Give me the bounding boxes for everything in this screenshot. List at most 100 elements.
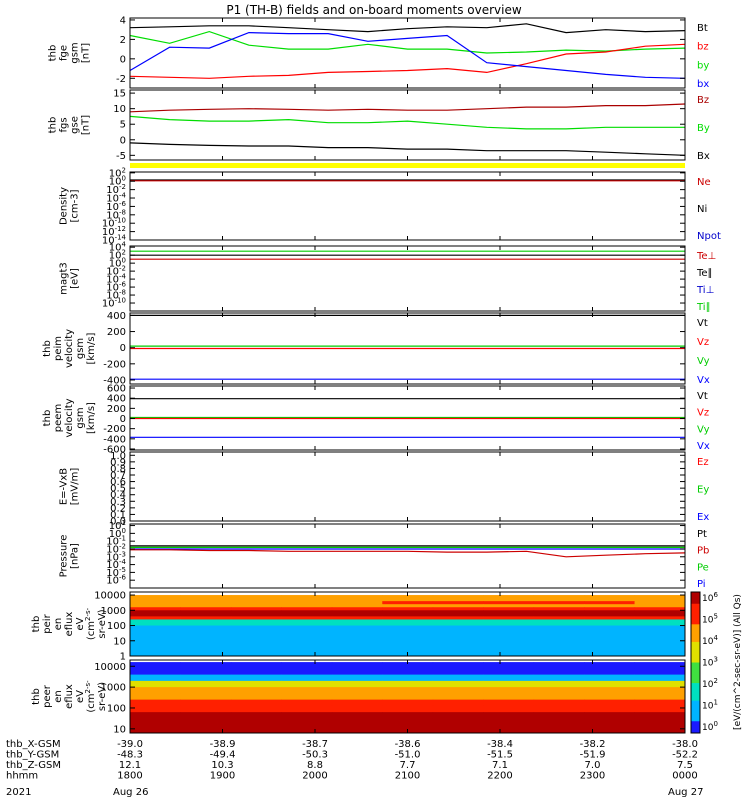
y-axis-label: [cm-3] xyxy=(70,189,81,222)
spectrogram-colorbar: [eV/(cm^2-sec-sr-eV)] (All Qs) 106 105 104… xyxy=(690,591,743,734)
y-tick-label: -600 xyxy=(103,444,126,455)
y-axis-label: (cm2-s- xyxy=(84,607,97,640)
heatmap-cell xyxy=(432,699,484,707)
y-tick-label: 10-1 xyxy=(106,535,126,548)
series-bx xyxy=(129,31,686,79)
heatmap-cell xyxy=(230,699,282,707)
heatmap-cell xyxy=(533,610,585,614)
legend-entry: Vt xyxy=(697,318,708,329)
colorbar-swatch xyxy=(691,615,700,619)
heatmap-cell xyxy=(382,604,434,608)
heatmap-cell xyxy=(230,668,282,676)
heatmap-cell xyxy=(180,613,232,617)
panel-0: 4 2 0 -2 thb fge gsm [nT] Bt bz by bx xyxy=(48,15,710,90)
ephemeris-value: 8.8 xyxy=(307,760,323,771)
legend-entry: Te⊥ xyxy=(696,251,716,262)
heatmap-cell xyxy=(483,693,535,701)
y-axis-label: en xyxy=(53,618,64,631)
y-tick-label: 0.5 xyxy=(110,484,126,495)
heatmap-cell xyxy=(533,687,585,694)
colorbar-tick-label: 104 xyxy=(702,634,718,647)
heatmap-cell xyxy=(130,693,181,701)
heatmap-cell xyxy=(180,668,232,676)
legend-entry: Pe xyxy=(697,562,709,573)
ephemeris-row-label: thb_Z-GSM xyxy=(6,760,61,771)
y-tick-label: 101 xyxy=(109,519,126,532)
heatmap-cell xyxy=(483,622,535,627)
heatmap-cell xyxy=(331,616,383,620)
heatmap-cell xyxy=(281,604,333,608)
panel-4: 400 200 0 -200 -400 thb peim velocity gsm [km/s] V… xyxy=(42,311,710,387)
heatmap-cell xyxy=(180,674,232,682)
heatmap-cell xyxy=(281,619,333,623)
colorbar-swatch xyxy=(691,703,700,708)
y-tick-label: 0 xyxy=(120,135,126,146)
heatmap-cell xyxy=(230,687,282,694)
ephemeris-value: -49.4 xyxy=(210,750,236,761)
heatmap-cell xyxy=(382,625,434,657)
heatmap-cell xyxy=(230,730,282,734)
y-tick-label: -400 xyxy=(103,375,126,386)
y-tick-label: 10-6 xyxy=(106,574,126,587)
y-tick-label: 0.7 xyxy=(110,471,126,482)
heatmap-cell xyxy=(130,718,181,726)
heatmap-cell xyxy=(130,598,181,602)
heatmap-cell xyxy=(180,730,232,734)
y-axis-label: eflux xyxy=(64,612,75,637)
heatmap-cell xyxy=(533,680,585,688)
heatmap-cell xyxy=(432,662,484,669)
heatmap-cell xyxy=(584,607,636,611)
y-tick-label: 200 xyxy=(107,404,126,415)
heatmap-cell xyxy=(584,616,636,620)
heatmap-cell xyxy=(533,619,585,623)
legend-entry: Ti∥ xyxy=(696,302,711,313)
series-bz xyxy=(129,43,686,79)
heatmap-cell xyxy=(130,730,181,734)
colorbar-swatch xyxy=(691,677,700,681)
legend-entry: Vz xyxy=(697,337,709,348)
heatmap-cell xyxy=(331,607,383,611)
heatmap-cell xyxy=(483,598,535,602)
colorbar-swatch xyxy=(691,697,700,702)
legend-entry: Te∥ xyxy=(696,268,713,279)
heatmap-cell xyxy=(130,610,181,614)
legend-entry: Vx xyxy=(697,441,710,452)
heatmap-cell xyxy=(533,718,585,726)
y-tick-label: 10-2 xyxy=(106,265,126,278)
colorbar-swatch xyxy=(691,715,700,719)
ephemeris-row-label: thb_X-GSM xyxy=(6,739,61,750)
colorbar-swatch xyxy=(691,650,700,655)
heatmap-cell xyxy=(281,699,333,707)
heatmap-cell xyxy=(230,595,282,599)
y-axis-label: gse xyxy=(70,116,81,134)
y-tick-label: 102 xyxy=(109,249,126,262)
y-axis-label: Density xyxy=(59,187,70,225)
heatmap-cell xyxy=(634,616,686,620)
colorbar-swatch xyxy=(691,712,700,716)
heatmap-cell xyxy=(331,613,383,617)
heatmap-cell xyxy=(281,674,333,682)
heatmap-cell xyxy=(281,610,333,614)
heatmap-cell xyxy=(331,625,383,657)
heatmap-cell xyxy=(432,705,484,713)
heatmap-cell xyxy=(180,662,232,669)
heatmap-cell xyxy=(331,610,383,614)
y-axis-label: thb xyxy=(48,117,59,134)
heatmap-cell xyxy=(634,595,686,599)
y-axis-label: magt3 xyxy=(59,262,70,295)
heatmap-cell xyxy=(634,601,686,605)
colorbar-swatch xyxy=(691,621,700,625)
colorbar-frame xyxy=(690,591,701,734)
heatmap-cell xyxy=(584,712,636,719)
y-tick-label: 10000 xyxy=(94,662,126,673)
ephemeris-value: 1800 xyxy=(117,771,142,782)
ephemeris-value: -38.7 xyxy=(302,739,328,750)
heatmap-cell xyxy=(281,693,333,701)
panel-9: 10000 1000 100 10 thb peer en eflux eV (cm2-s-sr-… xyxy=(31,659,686,735)
y-tick-label: 0.6 xyxy=(110,477,126,488)
legend-entry: Vz xyxy=(697,408,709,419)
heatmap-cell xyxy=(432,680,484,688)
